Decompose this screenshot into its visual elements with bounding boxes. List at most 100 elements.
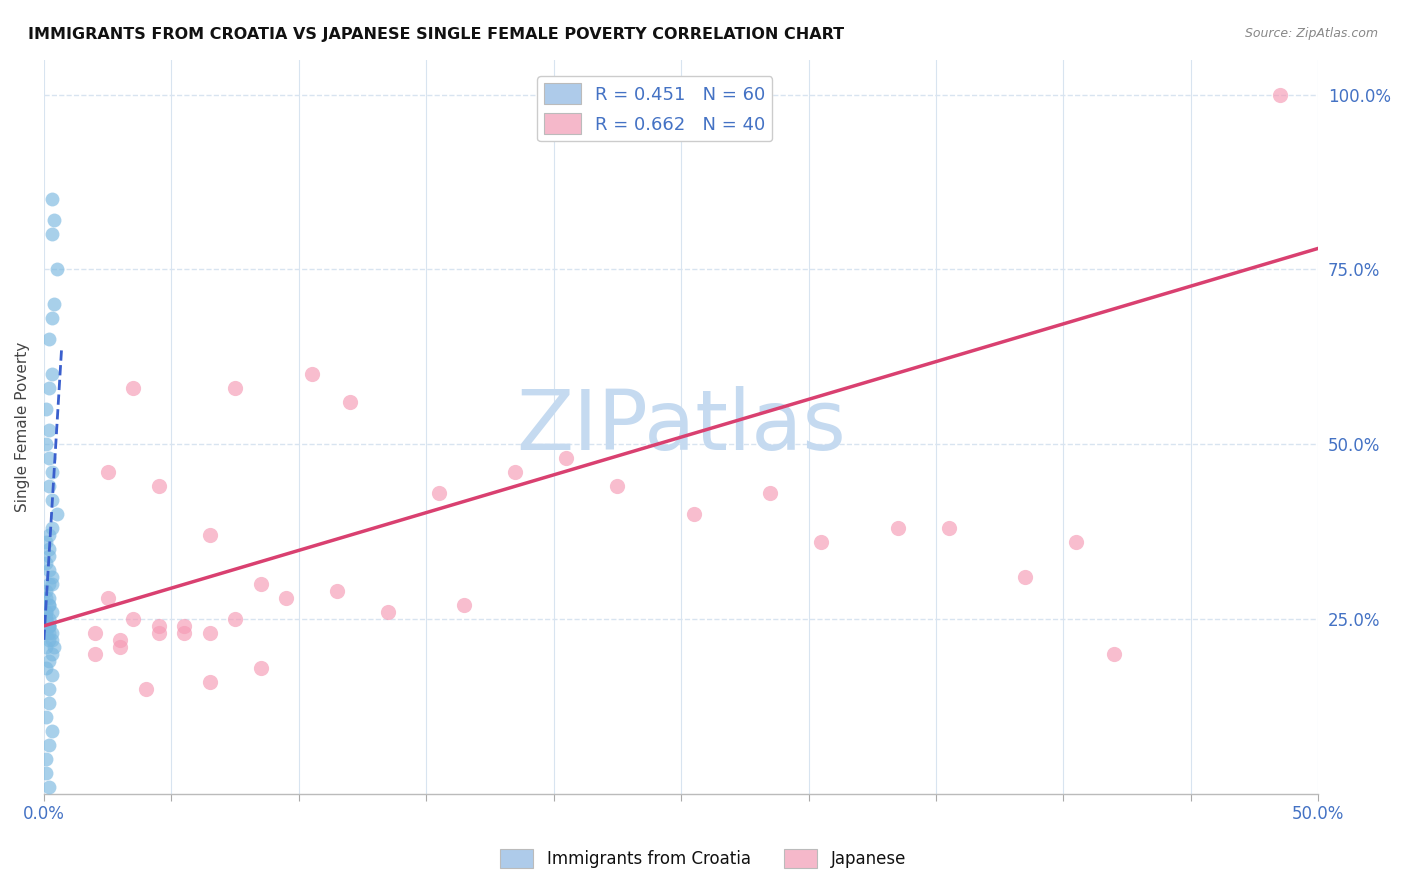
Point bbox=[759, 486, 782, 500]
Point bbox=[35, 605, 58, 619]
Point bbox=[38, 528, 60, 542]
Point bbox=[148, 626, 170, 640]
Point bbox=[810, 535, 832, 549]
Point bbox=[35, 591, 58, 605]
Point bbox=[35, 583, 58, 598]
Point bbox=[41, 465, 63, 479]
Point bbox=[1268, 87, 1291, 102]
Point bbox=[83, 647, 105, 661]
Point bbox=[35, 612, 58, 626]
Point bbox=[38, 598, 60, 612]
Point bbox=[38, 654, 60, 668]
Point bbox=[110, 632, 132, 647]
Point bbox=[148, 619, 170, 633]
Point bbox=[41, 723, 63, 738]
Point bbox=[224, 381, 246, 395]
Point bbox=[198, 674, 221, 689]
Point bbox=[38, 577, 60, 591]
Point bbox=[38, 632, 60, 647]
Legend: Immigrants from Croatia, Japanese: Immigrants from Croatia, Japanese bbox=[494, 842, 912, 875]
Point bbox=[35, 535, 58, 549]
Point bbox=[42, 213, 65, 227]
Point bbox=[38, 696, 60, 710]
Point bbox=[606, 479, 628, 493]
Point bbox=[135, 681, 157, 696]
Point bbox=[1064, 535, 1087, 549]
Point bbox=[38, 381, 60, 395]
Point bbox=[682, 507, 704, 521]
Point bbox=[45, 507, 67, 521]
Text: Source: ZipAtlas.com: Source: ZipAtlas.com bbox=[1244, 27, 1378, 40]
Point bbox=[41, 311, 63, 326]
Point bbox=[35, 437, 58, 451]
Point bbox=[35, 612, 58, 626]
Y-axis label: Single Female Poverty: Single Female Poverty bbox=[15, 342, 30, 512]
Point bbox=[41, 193, 63, 207]
Point bbox=[38, 619, 60, 633]
Legend: R = 0.451   N = 60, R = 0.662   N = 40: R = 0.451 N = 60, R = 0.662 N = 40 bbox=[537, 76, 772, 141]
Point bbox=[938, 521, 960, 535]
Point bbox=[301, 368, 323, 382]
Point bbox=[35, 710, 58, 724]
Point bbox=[35, 752, 58, 766]
Point bbox=[42, 640, 65, 654]
Point bbox=[339, 395, 361, 409]
Point bbox=[1104, 647, 1126, 661]
Point bbox=[35, 640, 58, 654]
Point bbox=[122, 612, 145, 626]
Point bbox=[41, 577, 63, 591]
Point bbox=[38, 619, 60, 633]
Point bbox=[45, 262, 67, 277]
Point bbox=[38, 541, 60, 556]
Point bbox=[41, 632, 63, 647]
Point bbox=[274, 591, 297, 605]
Point bbox=[38, 612, 60, 626]
Point bbox=[97, 591, 120, 605]
Point bbox=[41, 626, 63, 640]
Point bbox=[38, 451, 60, 466]
Point bbox=[38, 681, 60, 696]
Point bbox=[38, 423, 60, 437]
Point bbox=[41, 570, 63, 584]
Point bbox=[173, 626, 195, 640]
Point bbox=[38, 738, 60, 752]
Point bbox=[110, 640, 132, 654]
Point bbox=[38, 626, 60, 640]
Point bbox=[249, 661, 271, 675]
Point bbox=[41, 368, 63, 382]
Point bbox=[198, 528, 221, 542]
Point bbox=[427, 486, 450, 500]
Point bbox=[41, 647, 63, 661]
Point bbox=[173, 619, 195, 633]
Text: ZIPatlas: ZIPatlas bbox=[516, 386, 846, 467]
Point bbox=[326, 583, 349, 598]
Point bbox=[35, 605, 58, 619]
Point bbox=[38, 619, 60, 633]
Point bbox=[886, 521, 908, 535]
Point bbox=[224, 612, 246, 626]
Point bbox=[38, 591, 60, 605]
Point bbox=[83, 626, 105, 640]
Text: IMMIGRANTS FROM CROATIA VS JAPANESE SINGLE FEMALE POVERTY CORRELATION CHART: IMMIGRANTS FROM CROATIA VS JAPANESE SING… bbox=[28, 27, 844, 42]
Point bbox=[38, 563, 60, 577]
Point bbox=[555, 451, 578, 466]
Point bbox=[249, 577, 271, 591]
Point bbox=[453, 598, 475, 612]
Point bbox=[505, 465, 527, 479]
Point bbox=[41, 605, 63, 619]
Point bbox=[35, 626, 58, 640]
Point bbox=[38, 332, 60, 346]
Point bbox=[35, 556, 58, 570]
Point bbox=[38, 479, 60, 493]
Point bbox=[38, 549, 60, 563]
Point bbox=[41, 493, 63, 508]
Point bbox=[41, 521, 63, 535]
Point bbox=[42, 297, 65, 311]
Point bbox=[35, 661, 58, 675]
Point bbox=[35, 765, 58, 780]
Point bbox=[38, 598, 60, 612]
Point bbox=[38, 780, 60, 794]
Point bbox=[41, 668, 63, 682]
Point bbox=[148, 479, 170, 493]
Point bbox=[122, 381, 145, 395]
